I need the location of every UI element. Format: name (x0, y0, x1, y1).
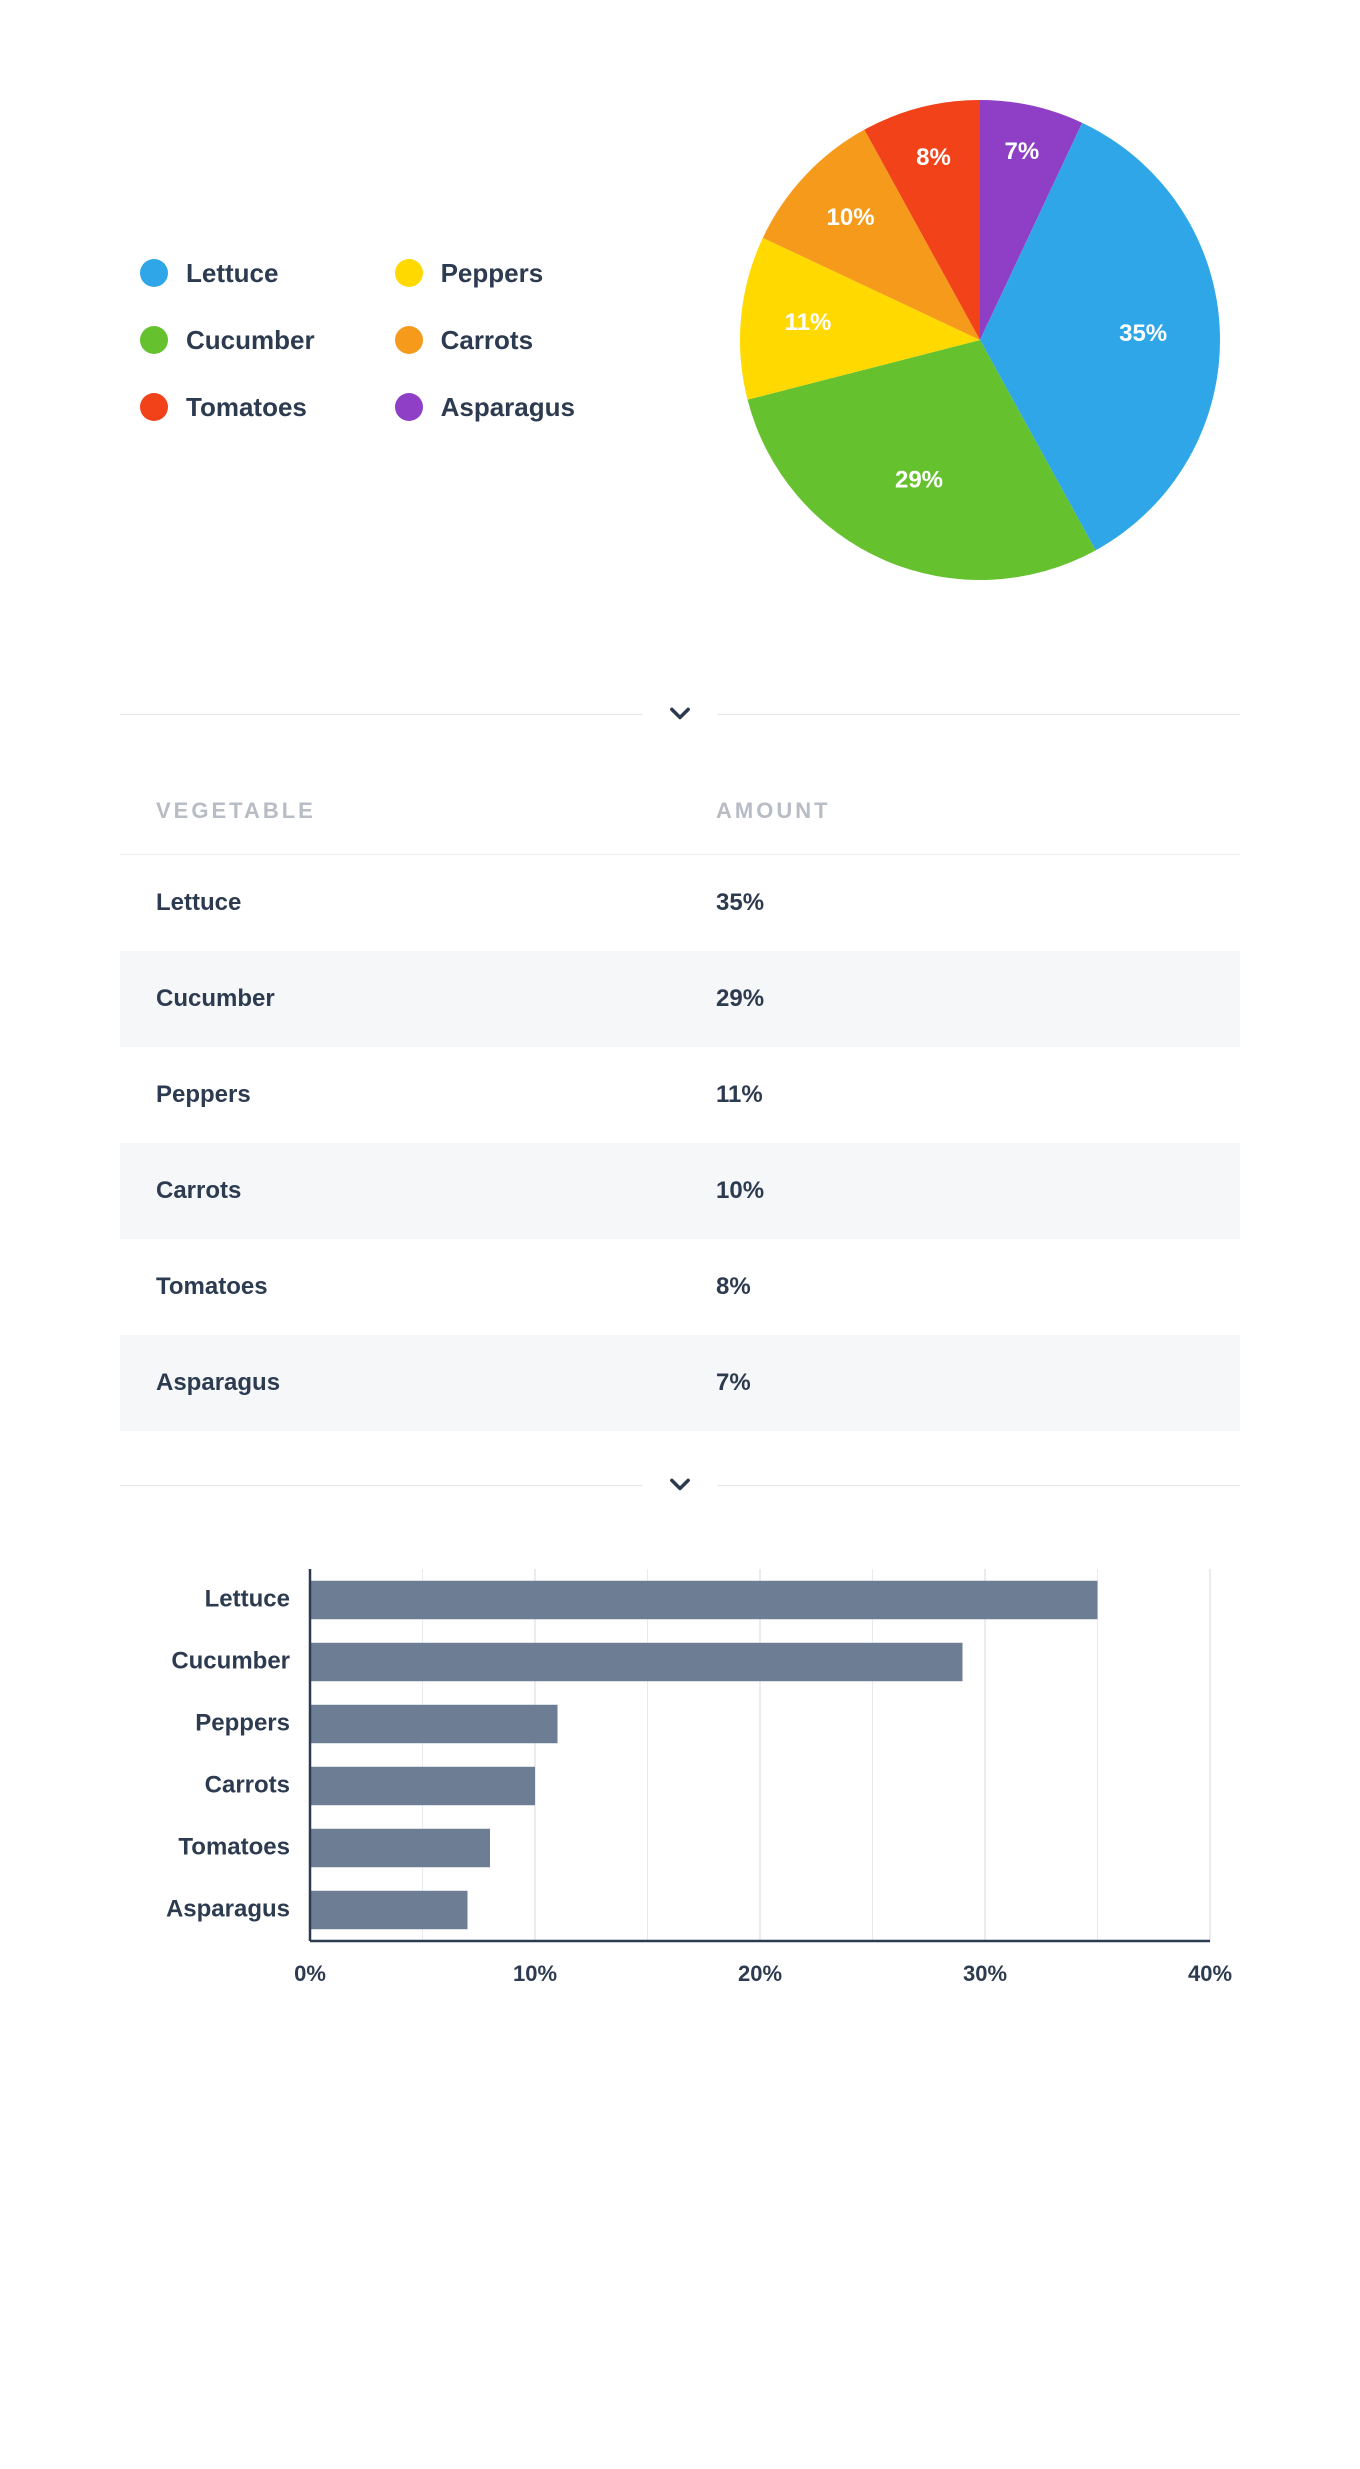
legend-label: Lettuce (186, 258, 278, 289)
pie-slice-label: 10% (827, 204, 875, 231)
pie-slice-label: 11% (785, 309, 832, 336)
pie-slice-label: 8% (916, 144, 951, 171)
legend-item: Tomatoes (140, 392, 315, 423)
cell-amount: 10% (680, 1143, 1240, 1239)
divider-line (718, 714, 1240, 715)
legend-swatch (395, 393, 423, 421)
legend-item: Asparagus (395, 392, 575, 423)
bar-y-label: Asparagus (166, 1895, 290, 1922)
bar-chart: 0% 10% 20% 30% 40% Lettuce Cucumber Peppers Carr… (120, 1539, 1240, 2001)
cell-vegetable: Peppers (120, 1047, 680, 1143)
table-row: Tomatoes8% (120, 1239, 1240, 1335)
pie-chart-section: Lettuce Peppers Cucumber Carrots Tomatoes Asp… (120, 100, 1240, 660)
bar-x-tick-label: 30% (963, 1961, 1007, 1986)
section-divider (120, 700, 1240, 728)
legend-item: Peppers (395, 258, 575, 289)
legend-swatch (140, 326, 168, 354)
bar-x-tick-label: 10% (513, 1961, 557, 1986)
bar-y-label: Cucumber (171, 1647, 290, 1674)
bar-y-label: Carrots (205, 1771, 290, 1798)
bar (310, 1767, 535, 1805)
cell-amount: 8% (680, 1239, 1240, 1335)
pie-slice-label: 29% (895, 466, 943, 493)
bar (310, 1581, 1098, 1619)
bar-x-tick-label: 0% (294, 1961, 326, 1986)
legend-label: Carrots (441, 325, 533, 356)
legend-item: Carrots (395, 325, 575, 356)
table-header-amount: AMOUNT (680, 768, 1240, 855)
cell-vegetable: Lettuce (120, 855, 680, 952)
cell-amount: 11% (680, 1047, 1240, 1143)
data-table: VEGETABLE AMOUNT Lettuce35%Cucumber29%Pe… (120, 768, 1240, 1431)
pie-slice-label: 35% (1119, 320, 1167, 347)
table-row: Carrots10% (120, 1143, 1240, 1239)
table-row: Lettuce35% (120, 855, 1240, 952)
bar (310, 1643, 963, 1681)
bar-x-tick-label: 40% (1188, 1961, 1232, 1986)
bar-y-label: Tomatoes (178, 1833, 290, 1860)
bar-x-tick-label: 20% (738, 1961, 782, 1986)
section-divider (120, 1471, 1240, 1499)
divider-line (718, 1485, 1240, 1486)
divider-line (120, 1485, 642, 1486)
bar-y-label: Peppers (195, 1709, 290, 1736)
bar (310, 1705, 558, 1743)
legend-swatch (395, 326, 423, 354)
legend-label: Peppers (441, 258, 544, 289)
pie-legend: Lettuce Peppers Cucumber Carrots Tomatoes Asp… (140, 258, 575, 423)
cell-vegetable: Tomatoes (120, 1239, 680, 1335)
chevron-down-icon (642, 700, 718, 728)
table-row: Asparagus7% (120, 1335, 1240, 1431)
legend-item: Cucumber (140, 325, 315, 356)
cell-amount: 35% (680, 855, 1240, 952)
table-row: Peppers11% (120, 1047, 1240, 1143)
legend-item: Lettuce (140, 258, 315, 289)
legend-swatch (395, 259, 423, 287)
cell-vegetable: Cucumber (120, 951, 680, 1047)
legend-label: Tomatoes (186, 392, 307, 423)
table-header-vegetable: VEGETABLE (120, 768, 680, 855)
chevron-down-icon (642, 1471, 718, 1499)
legend-label: Asparagus (441, 392, 575, 423)
cell-amount: 29% (680, 951, 1240, 1047)
table-row: Cucumber29% (120, 951, 1240, 1047)
bar (310, 1891, 468, 1929)
cell-vegetable: Asparagus (120, 1335, 680, 1431)
cell-vegetable: Carrots (120, 1143, 680, 1239)
cell-amount: 7% (680, 1335, 1240, 1431)
divider-line (120, 714, 642, 715)
legend-swatch (140, 393, 168, 421)
pie-chart: 7% 35% 29% 11% 10% 8% (740, 100, 1220, 580)
bar-y-label: Lettuce (205, 1585, 290, 1612)
pie-slice-label: 7% (1005, 138, 1040, 165)
bar (310, 1829, 490, 1867)
legend-swatch (140, 259, 168, 287)
legend-label: Cucumber (186, 325, 315, 356)
